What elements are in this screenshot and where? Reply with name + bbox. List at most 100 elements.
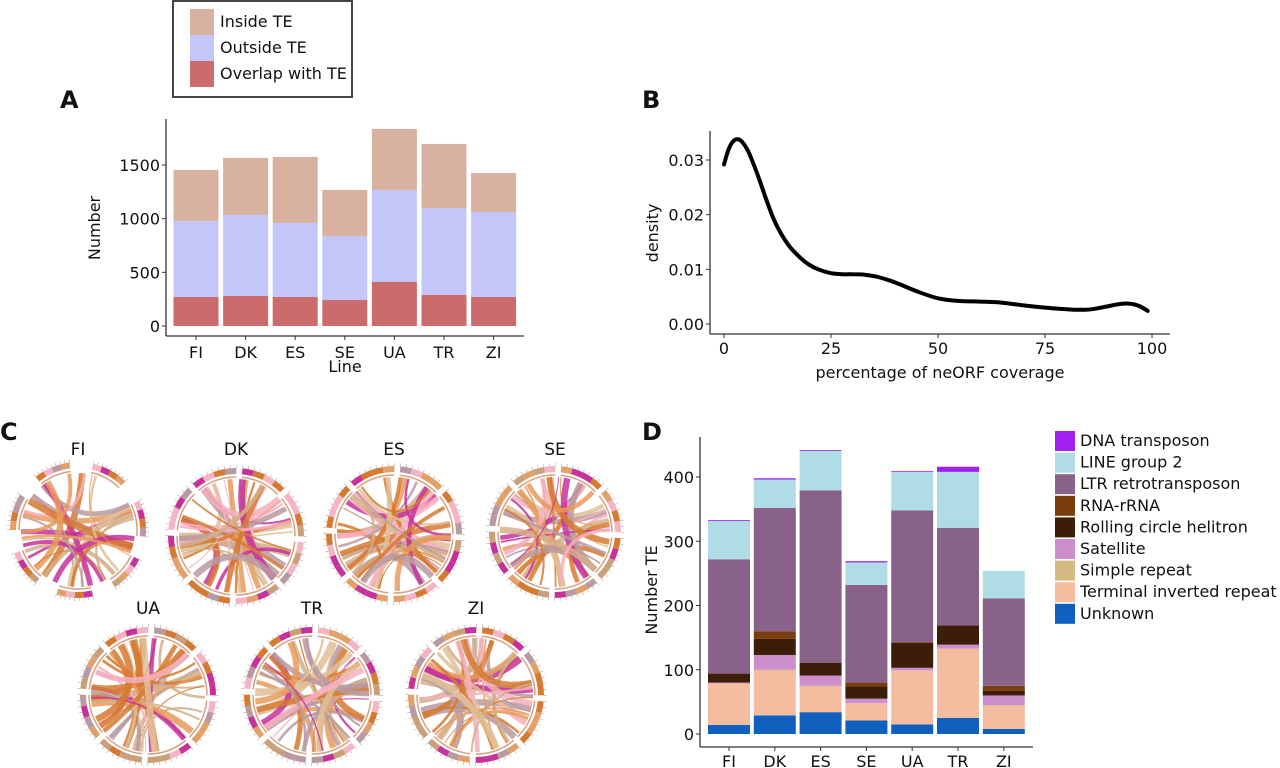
chord-tick — [367, 734, 371, 737]
chord-tick — [524, 644, 527, 648]
chord-tick — [378, 707, 382, 709]
chord-tick — [582, 591, 585, 595]
chord-tick — [528, 649, 531, 652]
chord-tick — [250, 728, 254, 731]
bar-fi-satellite — [708, 682, 750, 684]
chord-tick — [142, 507, 146, 510]
chord-tick — [421, 738, 424, 741]
bar-fi-overlap-with-te — [173, 297, 219, 326]
chord-tick — [339, 577, 342, 580]
chord-inner-ring — [105, 735, 143, 755]
bar-dk-rolling-circle-helitron — [753, 638, 796, 655]
bar-fi-unknown — [708, 725, 750, 734]
chord-ring-block — [410, 665, 420, 679]
y-tick-label-d: 300 — [663, 532, 694, 551]
chord-ring-block — [338, 633, 352, 645]
chord-tick — [463, 624, 465, 629]
chord-tick — [9, 510, 13, 512]
chord-ring-block — [88, 725, 101, 739]
chord-tick — [286, 758, 289, 762]
chord-ring-block — [404, 592, 417, 602]
chord-ring-block — [506, 742, 520, 755]
chord-tick — [79, 675, 83, 678]
chord-link — [360, 553, 435, 584]
chord-tick — [101, 463, 104, 467]
chord-tick — [347, 585, 351, 589]
bars-d — [708, 450, 1025, 734]
chord-diagram-es: ES — [322, 440, 466, 606]
chord-tick — [340, 630, 343, 634]
bar-dk-line-group-2 — [753, 479, 796, 508]
chord-tick — [422, 469, 425, 473]
chord-tick — [264, 597, 266, 601]
chord-inner-ring — [188, 700, 208, 738]
y-tick-label-a: 500 — [129, 263, 160, 282]
chord-ring-block — [83, 715, 95, 729]
bar-tr-ltr-retrotransposon — [937, 527, 979, 626]
chord-ring-block — [491, 503, 501, 517]
chord-ring-block — [597, 566, 609, 579]
bar-ua-inside-te — [371, 128, 417, 190]
chord-tick — [134, 567, 138, 570]
chord-tick — [455, 504, 459, 506]
chord-ring-block — [516, 580, 530, 592]
chord-inner-ring — [433, 735, 471, 755]
chord-tick — [81, 717, 85, 720]
chord-tick — [257, 648, 261, 652]
chord-ring-block — [580, 472, 594, 484]
chord-inner-ring — [393, 578, 433, 594]
chord-tick — [367, 654, 371, 657]
bar-es-simple-repeat — [799, 685, 842, 687]
chord-tick — [329, 503, 333, 506]
x-tick-label-a: UA — [383, 343, 406, 362]
chord-tick — [527, 738, 531, 742]
chord-ring-block — [489, 542, 499, 555]
chord-ring-block — [51, 464, 62, 473]
chord-tick — [248, 466, 250, 470]
bar-ua-terminal-inverted-repeat — [891, 670, 934, 725]
legend-label-overlap-with-te: Overlap with TE — [220, 64, 347, 83]
chord-ring-block — [609, 547, 619, 561]
bar-es-terminal-inverted-repeat — [799, 686, 842, 713]
chord-tick — [81, 669, 85, 672]
chord-tick — [243, 711, 247, 714]
chord-ring-block — [414, 655, 426, 669]
bar-zi-outside-te — [471, 212, 517, 298]
y-tick-label-b: 0.03 — [668, 151, 704, 170]
chord-tick — [253, 653, 257, 656]
bar-fi-outside-te — [173, 220, 219, 298]
chord-link — [255, 641, 300, 705]
bar-dk-overlap-with-te — [223, 295, 269, 326]
chord-tick — [411, 723, 415, 725]
chord-tick — [134, 761, 136, 765]
x-tick-label-a: DK — [234, 343, 257, 362]
chord-tick — [462, 761, 464, 765]
chord-ring-block — [114, 630, 128, 642]
chord-ring-block — [481, 627, 495, 636]
chord-ring-block — [129, 754, 143, 763]
chord-ring-block — [15, 494, 26, 506]
chord-tick — [592, 475, 596, 479]
chord-tick — [612, 497, 616, 500]
chord-tick — [194, 591, 197, 595]
chord-tick — [488, 625, 490, 629]
chord-tick — [416, 597, 419, 601]
chord-link — [355, 491, 446, 560]
chord-link — [510, 477, 560, 566]
chord-tick — [78, 681, 82, 683]
chord-tick — [380, 600, 382, 604]
x-tick-label-d: TR — [947, 752, 969, 768]
chord-ring-block — [289, 627, 302, 637]
chord-tick — [323, 761, 325, 766]
x-tick-label-a: TR — [433, 343, 455, 362]
chord-inner-ring — [153, 635, 191, 655]
chord-tick — [12, 557, 16, 560]
bar-zi-unknown — [982, 728, 1025, 734]
chord-inner-ring — [176, 535, 192, 575]
chord-tick — [299, 559, 303, 562]
chord-inner-ring — [252, 694, 268, 734]
chord-tick — [353, 475, 356, 479]
chord-tick — [164, 760, 167, 764]
bar-dk-terminal-inverted-repeat — [753, 670, 796, 716]
bar-tr-terminal-inverted-repeat — [937, 648, 979, 718]
